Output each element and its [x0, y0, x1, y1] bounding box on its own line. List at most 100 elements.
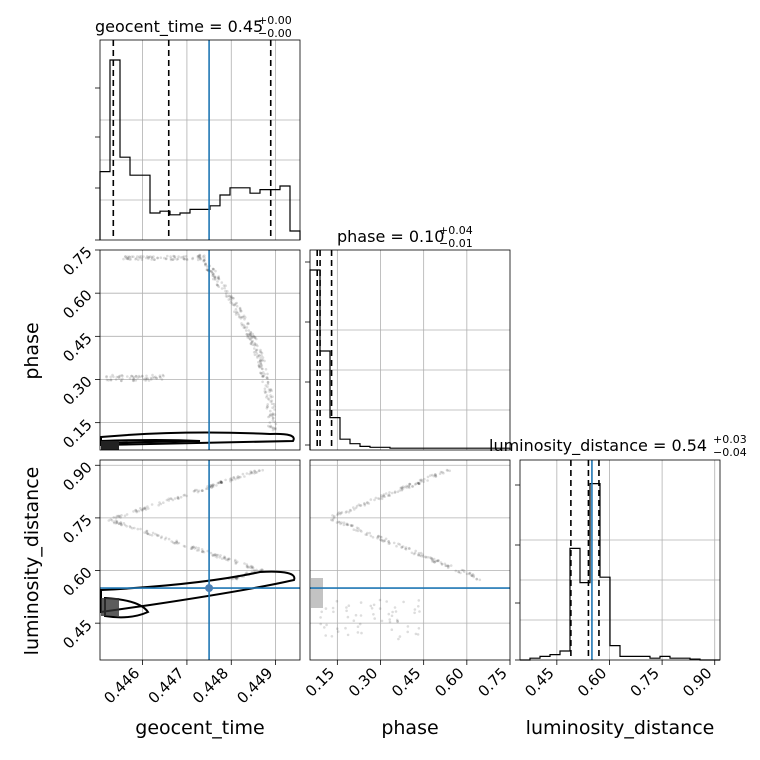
sample-point [117, 515, 121, 518]
sample-point [147, 255, 151, 259]
sample-point [223, 555, 226, 558]
sample-point [365, 533, 369, 536]
sample-point [139, 507, 142, 510]
sample-point [336, 513, 339, 517]
sample-point [411, 485, 414, 488]
sample-point [253, 469, 256, 473]
sample-point [271, 419, 275, 422]
sample-point [418, 554, 422, 557]
sample-point [169, 255, 172, 258]
sample-point [191, 257, 194, 261]
sample-point [380, 619, 384, 623]
sample-point [212, 277, 215, 281]
sample-point [273, 413, 277, 416]
sample-point [259, 362, 263, 365]
sample-point [137, 374, 141, 378]
sample-point [449, 564, 453, 567]
sample-point [122, 522, 126, 525]
sample-point [144, 377, 147, 380]
sample-point [418, 610, 421, 613]
sample-point [439, 470, 443, 474]
sample-point [417, 482, 420, 485]
sample-point [269, 425, 273, 429]
sample-point [135, 375, 138, 378]
histogram-geocent_time [99, 59, 301, 240]
sample-point [417, 605, 420, 608]
sample-point [146, 532, 149, 535]
sample-point [225, 558, 228, 562]
panel-frame-2-2 [519, 459, 721, 661]
sample-point [157, 534, 160, 537]
sample-point [253, 342, 256, 345]
sample-point [234, 302, 237, 306]
sample-point [269, 409, 272, 413]
sample-point [378, 607, 382, 610]
sample-point [243, 318, 246, 321]
sample-point [412, 552, 416, 556]
sample-point [220, 481, 223, 485]
sample-point [246, 334, 250, 338]
sample-point [230, 478, 234, 482]
sample-point [155, 533, 159, 537]
sample-point [243, 326, 247, 330]
sample-point [263, 390, 267, 393]
sample-point [337, 520, 341, 524]
sample-point [408, 486, 411, 490]
sample-point [144, 506, 147, 510]
sample-point [212, 268, 215, 271]
sample-point [259, 361, 262, 365]
sample-point [463, 570, 466, 574]
sample-point [436, 559, 440, 563]
sample-point [211, 267, 215, 271]
sample-point [260, 354, 263, 357]
sample-point [119, 516, 122, 519]
sample-point [247, 565, 250, 569]
sample-point [340, 521, 344, 524]
sample-point [114, 516, 118, 519]
sample-point [117, 514, 120, 518]
sample-point [403, 485, 407, 489]
sample-point [396, 490, 400, 494]
sample-point [446, 469, 450, 472]
sample-point [216, 284, 220, 287]
sample-point [378, 598, 382, 602]
svg-text:−0.04: −0.04 [713, 446, 747, 459]
sample-point [139, 527, 142, 531]
sample-point [224, 294, 228, 298]
sample-point [182, 257, 186, 261]
sample-point [205, 487, 208, 491]
sample-point [417, 553, 420, 556]
sample-point [271, 412, 274, 416]
sample-point [126, 257, 129, 260]
sample-point [110, 518, 114, 522]
sample-point [246, 336, 249, 339]
sample-point [359, 614, 363, 617]
sample-point [426, 479, 429, 482]
sample-point [201, 549, 205, 553]
sample-point [391, 610, 394, 614]
sample-point [223, 557, 226, 560]
sample-point [235, 301, 238, 305]
sample-point [359, 504, 362, 508]
sample-point [211, 483, 215, 486]
sample-point [226, 557, 230, 561]
sample-point [253, 343, 257, 346]
sample-point [264, 390, 268, 394]
sample-point [373, 617, 377, 620]
sample-point [413, 608, 417, 611]
sample-point [271, 416, 275, 420]
sample-point [426, 555, 430, 559]
sample-point [109, 375, 112, 379]
sample-point [149, 376, 153, 380]
sample-point [340, 511, 344, 514]
sample-point [126, 255, 129, 259]
sample-point [140, 258, 144, 262]
sample-point [407, 485, 411, 488]
sample-point [430, 473, 434, 477]
sample-point [119, 521, 123, 524]
sample-point [270, 399, 274, 403]
sample-point [408, 547, 411, 550]
sample-point [131, 379, 135, 383]
sample-point [377, 534, 380, 538]
sample-point [360, 631, 363, 635]
